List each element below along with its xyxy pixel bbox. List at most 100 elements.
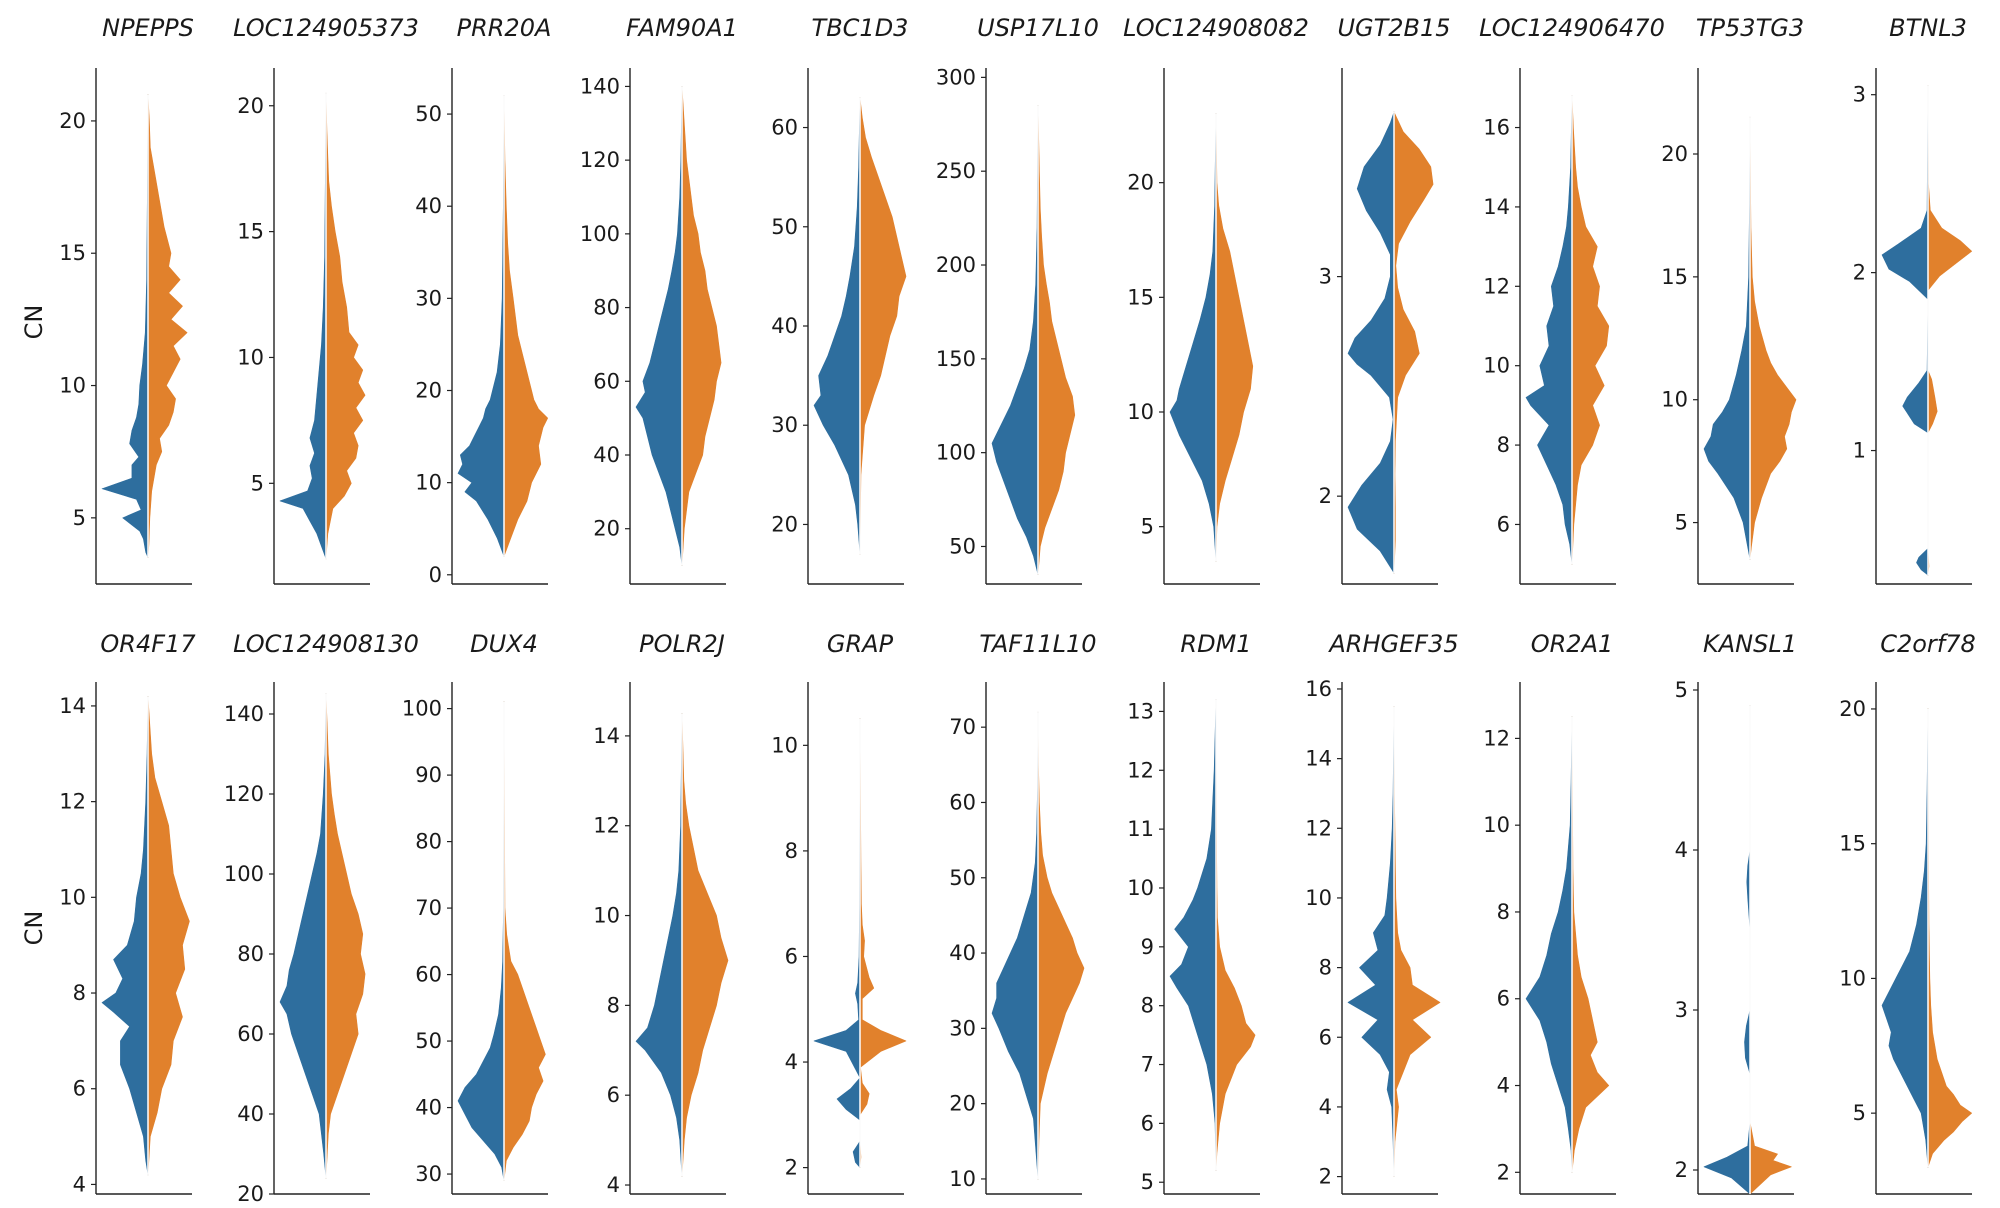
row1-y-axis-label: CN	[20, 305, 48, 340]
row2-y-axis-label: CN	[20, 911, 48, 946]
y-tick-label: 40	[593, 443, 620, 467]
panel-title: KANSL1	[1703, 630, 1797, 658]
y-tick-label: 15	[1127, 285, 1154, 309]
panel-title: ARHGEF35	[1327, 630, 1458, 658]
y-tick-label: 4	[785, 1050, 798, 1074]
y-tick-label: 5	[1853, 1101, 1866, 1125]
y-tick-label: 8	[1497, 433, 1510, 457]
violin-left-half	[101, 696, 149, 1176]
y-tick-label: 10	[593, 904, 620, 928]
y-tick-label: 14	[1483, 195, 1510, 219]
y-tick-label: 15	[59, 241, 86, 265]
violin-panels: NPEPPS5101520LOC1249053735101520PRR20A01…	[59, 14, 1976, 1206]
y-tick-label: 50	[949, 534, 976, 558]
y-tick-label: 12	[1127, 758, 1154, 782]
y-tick-label: 6	[1319, 1025, 1332, 1049]
violin-right-half	[1927, 85, 1972, 576]
y-tick-label: 16	[1305, 677, 1332, 701]
panel-title: TAF11L10	[979, 630, 1096, 658]
y-tick-label: 10	[949, 1167, 976, 1191]
y-tick-label: 50	[415, 102, 442, 126]
panel-title: PRR20A	[457, 14, 552, 42]
y-tick-label: 8	[73, 981, 86, 1005]
panel-title: UGT2B15	[1337, 14, 1450, 42]
y-tick-label: 14	[59, 694, 86, 718]
y-tick-label: 40	[949, 941, 976, 965]
y-tick-label: 10	[1839, 966, 1866, 990]
y-tick-label: 40	[771, 314, 798, 338]
panel-title: GRAP	[827, 630, 894, 658]
y-tick-label: 6	[1497, 987, 1510, 1011]
violin-panel: LOC124905373 5 10 15 20	[233, 14, 419, 585]
y-tick-label: 40	[415, 194, 442, 218]
y-tick-label: 100	[402, 697, 442, 721]
y-tick-label: 5	[251, 471, 264, 495]
violin-left-half	[457, 701, 505, 1181]
y-tick-label: 10	[1661, 388, 1688, 412]
y-tick-label: 60	[415, 963, 442, 987]
violin-panel: LOC124906470 6 8 10 12 14 16	[1479, 14, 1665, 585]
violin-left-half	[279, 693, 327, 1179]
violin-right-half	[1571, 95, 1610, 565]
violin-left-half	[1347, 706, 1395, 1177]
y-tick-label: 3	[1675, 998, 1688, 1022]
y-tick-label: 14	[1305, 747, 1332, 771]
y-tick-label: 4	[1319, 1095, 1332, 1119]
panel-title: LOC124905373	[233, 14, 419, 42]
y-tick-label: 13	[1127, 699, 1154, 723]
violin-left-half	[1169, 113, 1217, 562]
violin-left-half	[1703, 705, 1751, 1195]
violin-left-half	[813, 97, 861, 555]
y-tick-label: 200	[936, 253, 976, 277]
violin-right-half	[1393, 706, 1441, 1177]
violin-panel: LOC124908130 20 40 60 80 100 120 140	[224, 630, 419, 1206]
violin-left-half	[635, 713, 683, 1177]
violin-right-half	[859, 718, 907, 1168]
violin-left-half	[635, 86, 683, 566]
violin-right-half	[859, 97, 907, 555]
y-tick-label: 30	[949, 1016, 976, 1040]
y-tick-label: 300	[936, 65, 976, 89]
y-tick-label: 40	[415, 1096, 442, 1120]
violin-panel: POLR2J 4 6 8 10 12 14	[593, 630, 729, 1197]
violin-right-half	[1571, 716, 1610, 1173]
violin-left-half	[101, 94, 149, 558]
y-tick-label: 70	[415, 896, 442, 920]
y-tick-label: 6	[73, 1077, 86, 1101]
y-tick-label: 140	[580, 74, 620, 98]
violin-panel: NPEPPS 5 10 15 20	[59, 14, 194, 585]
violin-left-half	[279, 92, 327, 560]
panel-title: TP53TG3	[1696, 14, 1804, 42]
y-tick-label: 100	[224, 862, 264, 886]
y-tick-label: 5	[1675, 678, 1688, 702]
y-tick-label: 10	[1127, 400, 1154, 424]
y-tick-label: 2	[785, 1156, 798, 1180]
y-tick-label: 10	[1305, 886, 1332, 910]
y-tick-label: 60	[771, 116, 798, 140]
y-tick-label: 100	[580, 222, 620, 246]
violin-left-half	[1703, 116, 1751, 560]
violin-left-half	[1525, 716, 1573, 1173]
violin-right-half	[681, 86, 722, 566]
y-tick-label: 8	[1141, 994, 1154, 1018]
y-tick-label: 9	[1141, 935, 1154, 959]
y-tick-label: 20	[949, 1092, 976, 1116]
y-tick-label: 10	[1483, 354, 1510, 378]
y-tick-label: 16	[1483, 116, 1510, 140]
y-tick-label: 6	[1141, 1111, 1154, 1135]
panel-title: OR4F17	[100, 630, 196, 658]
violin-right-half	[1749, 705, 1792, 1195]
y-tick-label: 2	[1675, 1158, 1688, 1182]
violin-left-half	[813, 718, 861, 1168]
y-tick-label: 12	[1305, 816, 1332, 840]
y-tick-label: 140	[224, 702, 264, 726]
violin-left-half	[1881, 85, 1929, 576]
violin-right-half	[1037, 105, 1076, 575]
y-tick-label: 4	[1675, 838, 1688, 862]
violin-panel: KANSL1 2 3 4 5	[1675, 630, 1797, 1195]
y-tick-label: 5	[1141, 1170, 1154, 1194]
panel-title: LOC124908082	[1123, 14, 1309, 42]
violin-panel: PRR20A 0 10 20 30 40 50	[415, 14, 551, 587]
violin-panel: TBC1D3 20 30 40 50 60	[771, 14, 908, 585]
